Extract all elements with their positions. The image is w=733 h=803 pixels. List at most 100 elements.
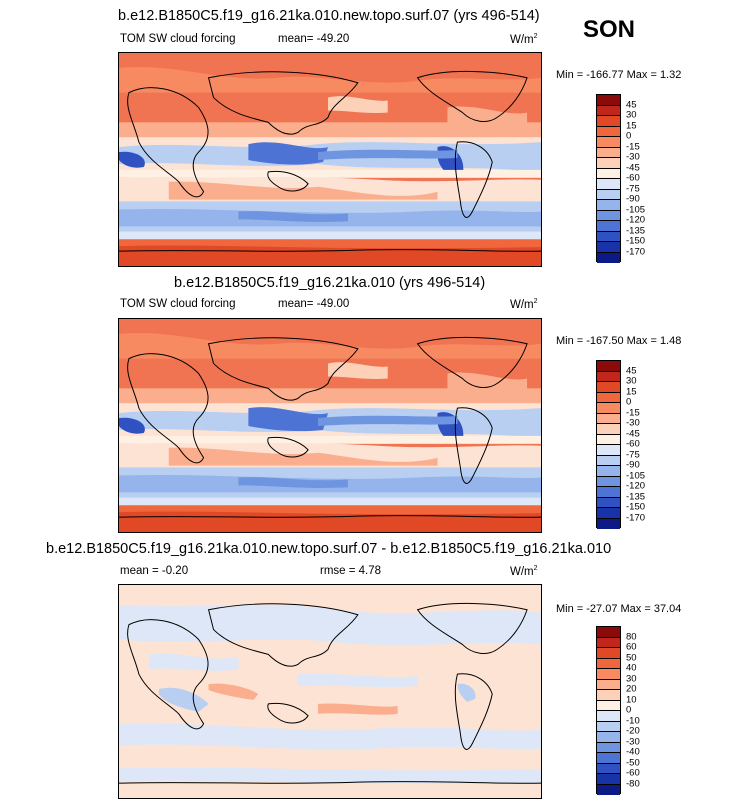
colorbar-swatch	[597, 774, 620, 785]
colorbar-tick-label: 60	[626, 641, 637, 653]
colorbar-swatch	[597, 669, 620, 680]
panel2-units: W/m2	[510, 298, 538, 311]
colorbar-tick-label: -150	[626, 235, 646, 247]
colorbar-swatch	[597, 508, 620, 519]
colorbar-tick-label: -90	[626, 459, 640, 471]
colorbar-tick-label: 15	[626, 386, 637, 397]
colorbar-tick-label: -150	[626, 501, 646, 513]
colorbar-tick-label: -15	[626, 407, 640, 418]
colorbar-swatch	[597, 648, 620, 659]
panel1-variable: TOM SW cloud forcing	[120, 33, 236, 45]
colorbar-swatch	[597, 466, 620, 477]
panel3-colorbar-labels: 80 60 50 40 30 20 10 0 -10 -20 -30 -40 -50 -60 -80	[626, 626, 666, 794]
colorbar-tick-label: -60	[626, 438, 640, 450]
colorbar-tick-label: 30	[626, 375, 637, 387]
colorbar-tick-label: -105	[626, 470, 646, 481]
panel1-colorbar-labels: 45 30 15 0 -15 -30 -45 -60 -75 -90 -105 -120 -135 -15…	[626, 94, 666, 262]
colorbar-swatch	[597, 179, 620, 190]
colorbar-tick-label: 80	[626, 631, 637, 642]
colorbar-tick-label: -120	[626, 480, 646, 492]
colorbar-swatch	[597, 742, 620, 753]
colorbar-swatch	[597, 371, 620, 382]
colorbar-tick-label: 10	[626, 694, 637, 705]
colorbar-swatch	[597, 434, 620, 445]
panel2-variable: TOM SW cloud forcing	[120, 298, 236, 310]
colorbar-swatch	[597, 158, 620, 169]
colorbar-tick-label: -75	[626, 449, 640, 460]
colorbar-tick-label: 45	[626, 365, 637, 376]
colorbar-swatch	[597, 763, 620, 774]
colorbar-tick-label: -30	[626, 151, 640, 163]
panel3-field	[119, 585, 541, 798]
colorbar-swatch	[597, 497, 620, 508]
colorbar-swatch	[597, 424, 620, 435]
colorbar-swatch	[597, 445, 620, 456]
colorbar-swatch	[597, 361, 620, 372]
colorbar-swatch	[597, 518, 620, 529]
colorbar-tick-label: -170	[626, 512, 646, 523]
colorbar-tick-label: -135	[626, 491, 646, 502]
panel2-mean: mean= -49.00	[278, 298, 350, 310]
panel2-colorbar	[596, 360, 621, 529]
colorbar-swatch	[597, 200, 620, 211]
colorbar-swatch	[597, 382, 620, 393]
panel1-units: W/m2	[510, 33, 538, 46]
season-label: SON	[583, 16, 636, 43]
colorbar-swatch	[597, 732, 620, 743]
colorbar-swatch	[597, 189, 620, 200]
colorbar-tick-label: 0	[626, 704, 632, 716]
panel1-field	[119, 53, 541, 266]
panel3-title: b.e12.B1850C5.f19_g16.21ka.010.new.topo.…	[46, 541, 612, 557]
colorbar-swatch	[597, 95, 620, 106]
colorbar-swatch	[597, 413, 620, 424]
colorbar-tick-label: -30	[626, 417, 640, 429]
colorbar-tick-label: 30	[626, 109, 637, 121]
colorbar-swatch	[597, 252, 620, 263]
colorbar-tick-label: -135	[626, 225, 646, 236]
colorbar-swatch	[597, 627, 620, 638]
colorbar-tick-label: -45	[626, 428, 640, 439]
colorbar-swatch	[597, 116, 620, 127]
colorbar-tick-label: -170	[626, 246, 646, 257]
colorbar-swatch	[597, 711, 620, 722]
panel1-minmax: Min = -166.77 Max = 1.32	[556, 69, 682, 81]
colorbar-swatch	[597, 210, 620, 221]
colorbar-tick-label: 15	[626, 120, 637, 131]
colorbar-tick-label: -40	[626, 746, 640, 758]
colorbar-swatch	[597, 679, 620, 690]
panel2-minmax: Min = -167.50 Max = 1.48	[556, 335, 682, 347]
colorbar-tick-label: -120	[626, 214, 646, 226]
panel2-colorbar-labels: 45 30 15 0 -15 -30 -45 -60 -75 -90 -105 -120 -135 -15…	[626, 360, 666, 528]
colorbar-tick-label: -60	[626, 767, 640, 779]
panel1-map	[118, 52, 542, 267]
panel1-mean: mean= -49.20	[278, 33, 350, 45]
colorbar-swatch	[597, 168, 620, 179]
colorbar-tick-label: -80	[626, 778, 640, 789]
panel3-rmse: rmse = 4.78	[320, 565, 382, 577]
colorbar-swatch	[597, 658, 620, 669]
panel2-map	[118, 318, 542, 533]
colorbar-tick-label: -60	[626, 172, 640, 184]
colorbar-tick-label: -50	[626, 757, 640, 768]
panel1-colorbar	[596, 94, 621, 263]
colorbar-tick-label: 45	[626, 99, 637, 110]
colorbar-tick-label: -20	[626, 725, 640, 737]
colorbar-swatch	[597, 700, 620, 711]
panel3-map	[118, 584, 542, 799]
colorbar-tick-label: -15	[626, 141, 640, 152]
colorbar-swatch	[597, 242, 620, 253]
colorbar-tick-label: 0	[626, 130, 632, 142]
colorbar-tick-label: -45	[626, 162, 640, 173]
colorbar-tick-label: 50	[626, 652, 637, 663]
colorbar-tick-label: 30	[626, 673, 637, 684]
colorbar-swatch	[597, 690, 620, 701]
colorbar-swatch	[597, 487, 620, 498]
panel2-field	[119, 319, 541, 532]
panel3-mean: mean = -0.20	[120, 565, 189, 577]
panel3-minmax: Min = -27.07 Max = 37.04	[556, 603, 682, 615]
colorbar-swatch	[597, 753, 620, 764]
colorbar-tick-label: -10	[626, 715, 640, 726]
colorbar-swatch	[597, 784, 620, 795]
panel3-colorbar	[596, 626, 621, 795]
panel1-title: b.e12.B1850C5.f19_g16.21ka.010.new.topo.…	[118, 8, 540, 24]
